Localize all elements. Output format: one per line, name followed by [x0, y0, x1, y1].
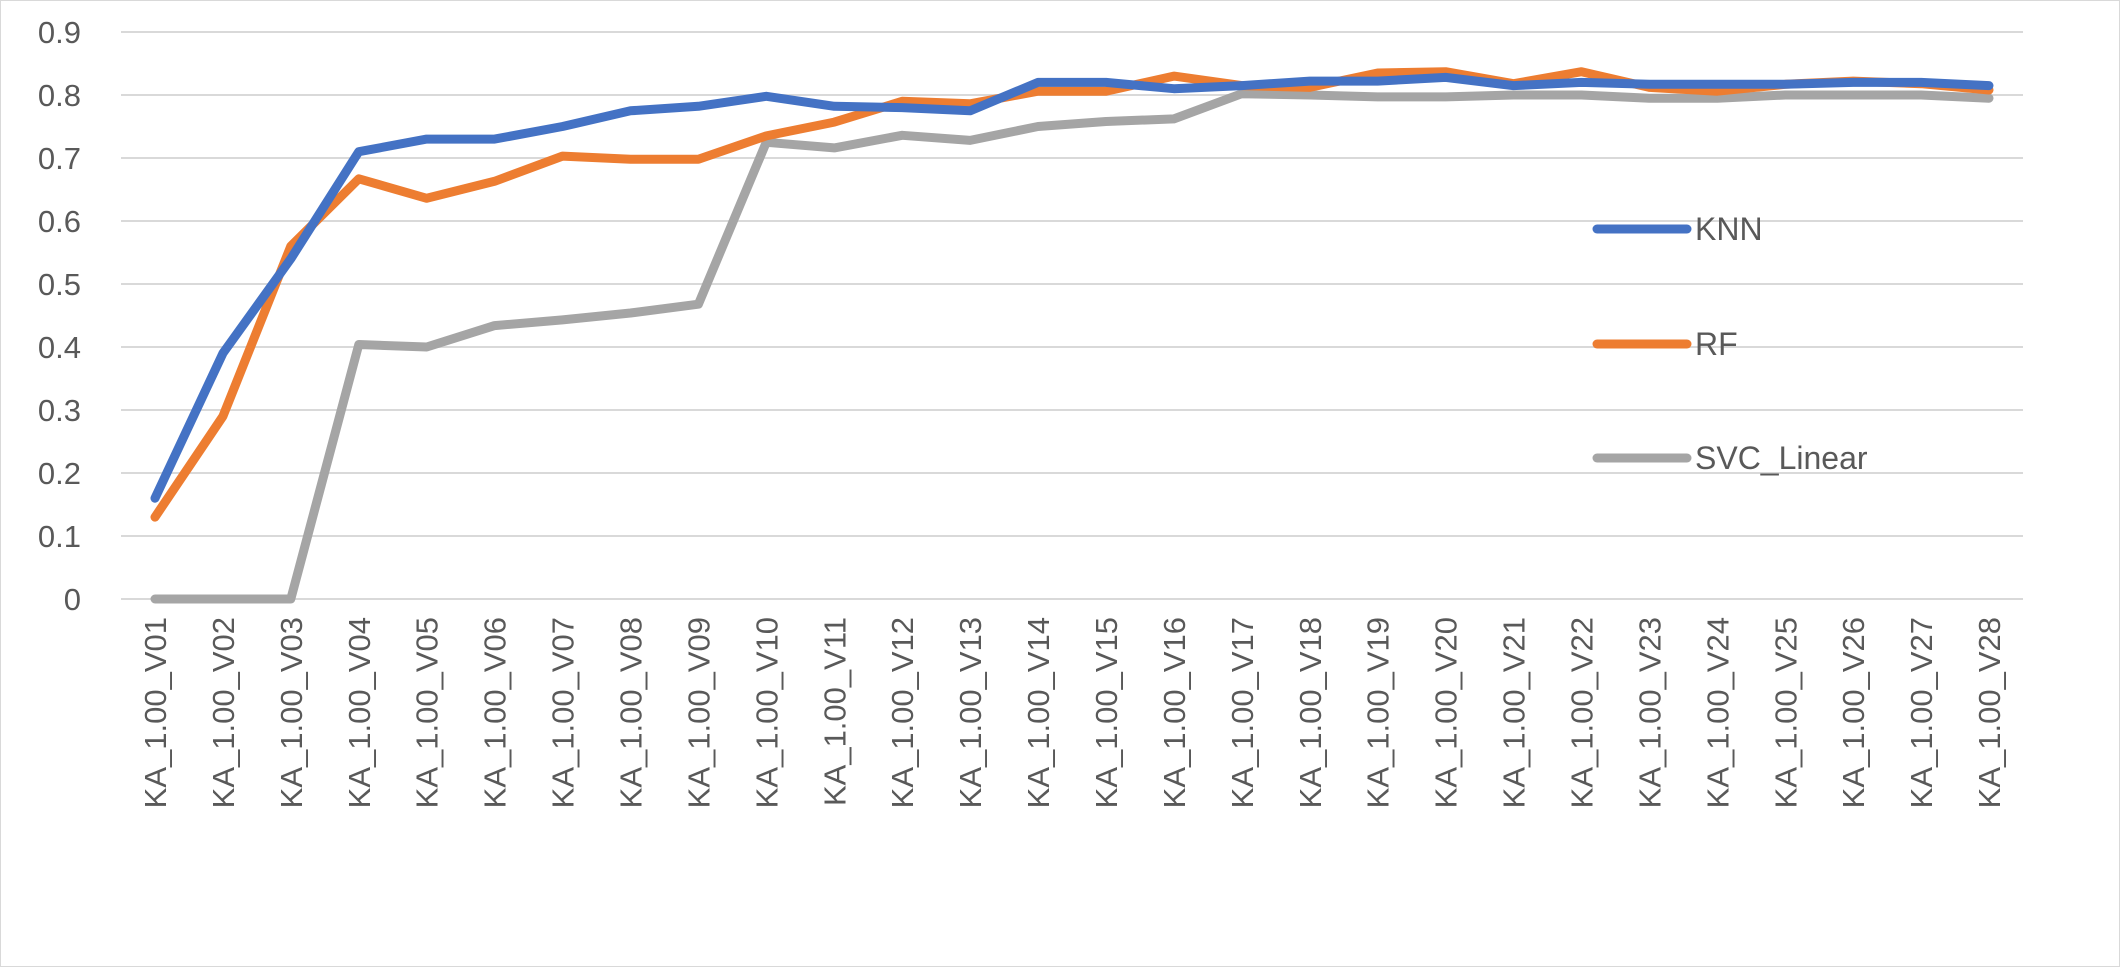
series-line-rf [150, 67, 1994, 522]
x-category-label: KA_1.00_V23 [1632, 617, 1667, 808]
x-category-label: KA_1.00_V15 [1089, 617, 1124, 808]
legend: KNN RF SVC_Linear [1592, 211, 1868, 476]
y-tick-label: 0.1 [38, 519, 81, 554]
x-category-label: KA_1.00_V22 [1564, 617, 1599, 808]
y-tick-label: 0 [64, 582, 81, 617]
x-category-label: KA_1.00_V06 [478, 617, 513, 808]
x-category-label: KA_1.00_V07 [546, 617, 581, 808]
x-category-label: KA_1.00_V13 [953, 617, 988, 808]
x-category-label: KA_1.00_V11 [817, 617, 852, 806]
x-category-label: KA_1.00_V28 [1972, 617, 2007, 808]
x-category-label: KA_1.00_V03 [274, 617, 309, 808]
series-line-svc-linear [150, 89, 1994, 604]
y-tick-label: 0.2 [38, 456, 81, 491]
x-category-label: KA_1.00_V09 [681, 617, 716, 808]
y-tick-label: 0.7 [38, 141, 81, 176]
y-tick-label: 0.8 [38, 78, 81, 113]
x-category-label: KA_1.00_V18 [1293, 617, 1328, 808]
series-line-knn [150, 72, 1994, 503]
x-category-label: KA_1.00_V26 [1836, 617, 1871, 808]
x-category-label: KA_1.00_V17 [1225, 617, 1260, 808]
y-axis-ticks: 0 0.1 0.2 0.3 0.4 0.5 0.6 0.7 0.8 0.9 [38, 15, 81, 617]
y-tick-label: 0.6 [38, 204, 81, 239]
x-category-label: KA_1.00_V20 [1429, 617, 1464, 808]
x-category-label: KA_1.00_V27 [1904, 617, 1939, 808]
x-category-label: KA_1.00_V02 [206, 617, 241, 808]
x-category-label: KA_1.00_V19 [1361, 617, 1396, 808]
x-category-label: KA_1.00_V10 [749, 617, 784, 808]
x-category-label: KA_1.00_V16 [1157, 617, 1192, 808]
legend-label-svc-linear: SVC_Linear [1695, 440, 1868, 476]
y-tick-label: 0.3 [38, 393, 81, 428]
legend-label-rf: RF [1695, 326, 1738, 362]
x-category-label: KA_1.00_V25 [1768, 617, 1803, 808]
y-tick-label: 0.9 [38, 15, 81, 50]
gridlines [121, 31, 2023, 600]
x-category-label: KA_1.00_V04 [342, 617, 377, 808]
x-category-label: KA_1.00_V08 [613, 617, 648, 808]
x-category-label: KA_1.00_V12 [885, 617, 920, 808]
x-category-label: KA_1.00_V14 [1021, 617, 1056, 808]
x-category-label: KA_1.00_V21 [1497, 617, 1532, 808]
y-tick-label: 0.5 [38, 267, 81, 302]
x-category-label: KA_1.00_V05 [410, 617, 445, 808]
series-lines [150, 67, 1994, 604]
x-axis-labels: KA_1.00_V01 KA_1.00_V02 KA_1.00_V03 KA_1.00… [138, 617, 2007, 808]
x-category-label: KA_1.00_V24 [1700, 617, 1735, 808]
x-category-label: KA_1.00_V01 [138, 617, 173, 808]
y-tick-label: 0.4 [38, 330, 81, 365]
legend-label-knn: KNN [1695, 211, 1763, 247]
